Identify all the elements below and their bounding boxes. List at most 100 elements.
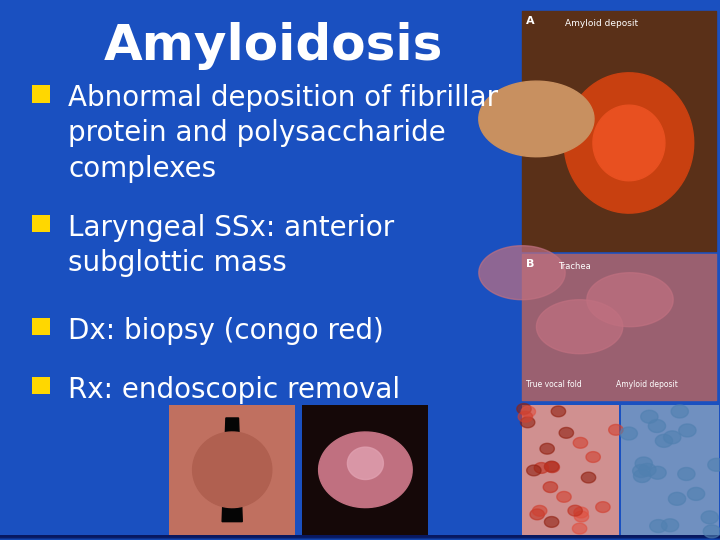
Polygon shape — [540, 443, 554, 454]
Text: Abnormal deposition of fibrillar: Abnormal deposition of fibrillar — [68, 84, 498, 112]
Polygon shape — [559, 428, 574, 438]
Bar — [0, 535, 720, 537]
Text: Laryngeal SSx: anterior: Laryngeal SSx: anterior — [68, 214, 395, 242]
Bar — [0, 535, 720, 538]
Bar — [0, 535, 720, 538]
Bar — [0, 536, 720, 538]
Bar — [0, 536, 720, 538]
Bar — [0, 537, 720, 539]
Polygon shape — [479, 81, 594, 157]
Bar — [0, 536, 720, 539]
Bar — [0, 536, 720, 538]
Polygon shape — [544, 517, 559, 528]
Bar — [0, 536, 720, 538]
Bar — [522, 254, 716, 400]
Polygon shape — [348, 447, 383, 480]
Bar — [0, 537, 720, 539]
Bar — [0, 537, 720, 540]
Polygon shape — [633, 464, 650, 477]
Bar — [0, 536, 720, 538]
Bar — [0, 537, 720, 539]
Bar — [302, 405, 428, 535]
Bar — [0, 536, 720, 539]
Bar — [0, 537, 720, 539]
Bar — [0, 537, 720, 540]
Polygon shape — [479, 246, 565, 300]
Bar — [0, 536, 720, 538]
Bar — [0, 536, 720, 538]
Polygon shape — [679, 424, 696, 437]
Polygon shape — [708, 458, 720, 471]
Bar — [0, 535, 720, 538]
Bar — [0, 535, 720, 538]
Bar — [0, 536, 720, 538]
Text: B: B — [526, 259, 534, 269]
Bar — [0, 536, 720, 538]
Bar — [0, 536, 720, 538]
Bar — [0, 537, 720, 540]
Bar — [0, 536, 720, 538]
Bar — [0, 537, 720, 540]
Bar — [0, 535, 720, 538]
Bar — [32, 215, 50, 232]
Bar — [0, 536, 720, 539]
Bar — [0, 536, 720, 539]
Bar — [0, 536, 720, 539]
Bar — [0, 535, 720, 537]
Bar — [0, 535, 720, 538]
Bar — [0, 535, 720, 538]
Bar — [0, 536, 720, 539]
Bar — [0, 537, 720, 540]
Bar — [0, 536, 720, 539]
Bar — [0, 535, 720, 537]
Bar — [32, 377, 50, 394]
Bar — [0, 537, 720, 540]
Bar — [0, 535, 720, 538]
Bar — [0, 537, 720, 540]
Bar — [0, 537, 720, 540]
Bar — [0, 535, 720, 538]
Bar — [0, 537, 720, 539]
Bar — [0, 537, 720, 540]
Bar — [0, 536, 720, 539]
Bar — [0, 537, 720, 540]
Polygon shape — [222, 418, 242, 522]
Bar — [0, 537, 720, 539]
Bar — [0, 536, 720, 538]
Bar — [0, 536, 720, 538]
Bar — [0, 537, 720, 539]
Polygon shape — [517, 403, 531, 414]
Bar — [0, 536, 720, 539]
Bar — [0, 537, 720, 539]
Bar — [0, 535, 720, 537]
Bar — [0, 536, 720, 539]
Bar — [0, 535, 720, 537]
Bar — [0, 535, 720, 538]
Bar — [522, 11, 716, 251]
Bar — [0, 537, 720, 540]
Text: complexes: complexes — [68, 154, 217, 183]
Bar — [0, 537, 720, 540]
Bar — [0, 535, 720, 538]
Bar — [0, 535, 720, 538]
Bar — [522, 405, 619, 535]
Bar — [0, 535, 720, 537]
Bar — [0, 537, 720, 539]
Bar — [0, 535, 720, 538]
Bar — [0, 537, 720, 540]
Bar — [0, 536, 720, 539]
Bar — [0, 535, 720, 538]
Polygon shape — [688, 488, 705, 501]
Bar — [0, 537, 720, 539]
Bar — [0, 535, 720, 538]
Bar — [0, 537, 720, 540]
Bar — [0, 537, 720, 539]
Polygon shape — [534, 463, 549, 474]
Bar — [0, 537, 720, 540]
Bar — [0, 535, 720, 538]
Bar — [0, 536, 720, 538]
Bar — [621, 405, 719, 535]
Bar — [0, 535, 720, 537]
Polygon shape — [536, 300, 623, 354]
Polygon shape — [552, 406, 566, 417]
